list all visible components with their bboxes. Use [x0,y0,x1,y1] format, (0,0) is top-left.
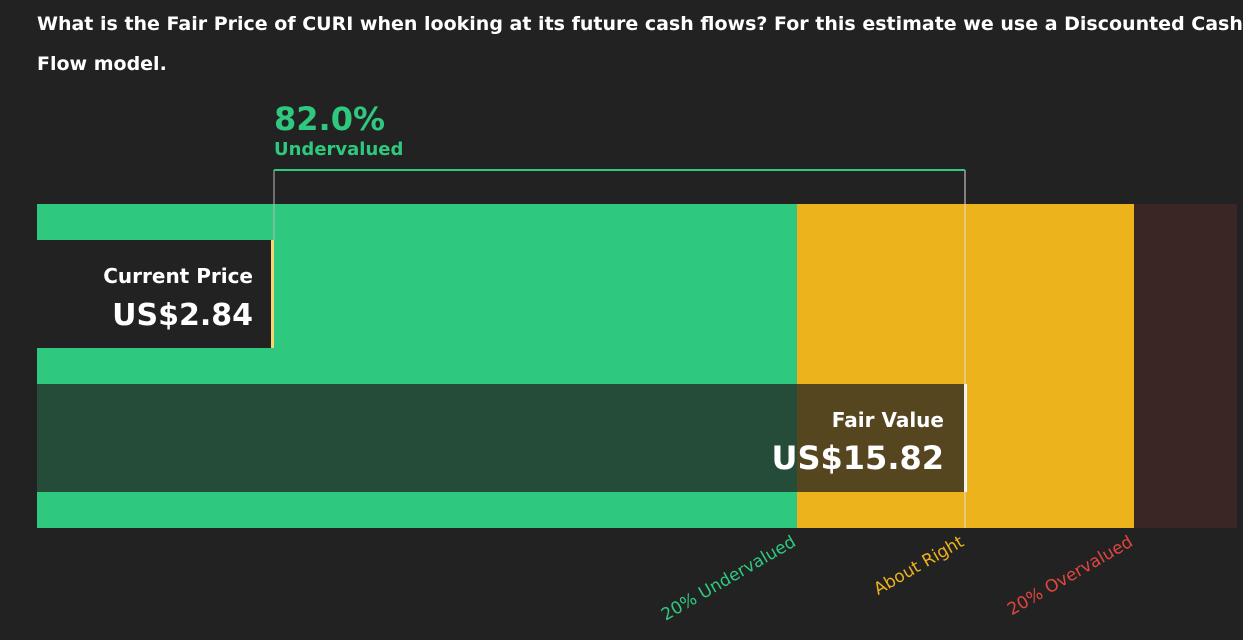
question: What is the Fair Price of CURI when look… [37,13,1243,75]
current-price-label: Current Price [103,264,253,288]
zone-label: About Right [871,532,968,600]
current-price-bar [37,240,273,348]
zone-label: 20% Overvalued [1004,532,1136,620]
overvalued-zone [1134,204,1237,528]
discount-label: Undervalued [274,139,403,160]
fair-value-value: US$15.82 [771,439,944,477]
fair-value-label: Fair Value [832,408,944,432]
fair-value-bar [37,384,965,492]
zone-label: 20% Undervalued [658,532,800,625]
discount-value: 82.0% [274,100,385,138]
current-price-value: US$2.84 [112,298,253,333]
